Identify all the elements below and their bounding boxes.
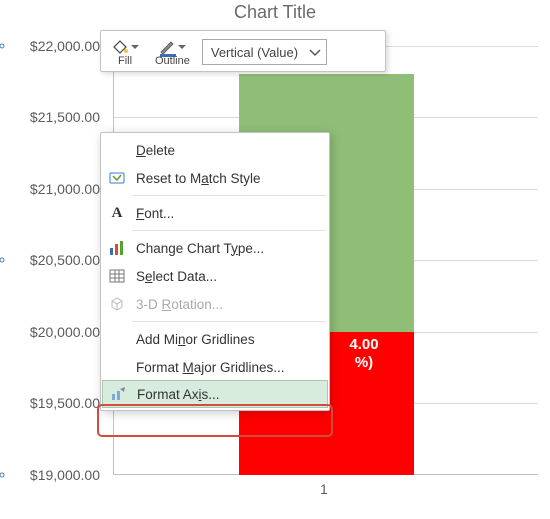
menu-item-change-chart-type[interactable]: Change Chart Type... xyxy=(102,234,328,262)
paint-bucket-icon xyxy=(111,37,129,55)
selector-value: Vertical (Value) xyxy=(211,45,298,60)
y-tick-label: $19,000.00 xyxy=(8,467,108,483)
menu-item-3d-rotation: 3-D Rotation... xyxy=(102,290,328,318)
chart-element-selector[interactable]: Vertical (Value) xyxy=(202,39,327,65)
y-tick-label: $20,000.00 xyxy=(8,324,108,340)
menu-item-format-axis[interactable]: Format Axis... xyxy=(102,380,328,408)
y-tick-label: $21,000.00 xyxy=(8,181,108,197)
pen-icon xyxy=(158,37,176,55)
chevron-down-icon xyxy=(131,45,139,49)
chevron-down-icon xyxy=(178,45,186,49)
menu-separator xyxy=(132,195,326,196)
chart-title: Chart Title xyxy=(0,2,550,23)
outline-label: Outline xyxy=(155,55,190,67)
menu-item-reset-style[interactable]: Reset to Match Style xyxy=(102,164,328,192)
blank-icon xyxy=(108,358,126,376)
mini-toolbar: Fill Outline Vertical (Value) xyxy=(100,30,386,72)
chevron-down-icon xyxy=(308,45,322,59)
y-tick-label: $19,500.00 xyxy=(8,395,108,411)
y-tick-label: $22,000.00 xyxy=(8,38,108,54)
axis-selection-handle xyxy=(0,258,5,263)
menu-item-font[interactable]: A Font... xyxy=(102,199,328,227)
font-icon: A xyxy=(108,204,126,222)
blank-icon xyxy=(108,141,126,159)
outline-button[interactable]: Outline xyxy=(151,35,194,69)
menu-item-delete[interactable]: Delete xyxy=(102,136,328,164)
fill-label: Fill xyxy=(118,55,132,67)
menu-separator xyxy=(132,321,326,322)
axis-selection-handle xyxy=(0,44,5,49)
context-menu: Delete Reset to Match Style A Font... Ch… xyxy=(100,132,330,411)
blank-icon xyxy=(108,330,126,348)
fill-button[interactable]: Fill xyxy=(107,35,143,69)
reset-icon xyxy=(108,169,126,187)
chart-type-icon xyxy=(108,239,126,257)
format-axis-icon xyxy=(109,385,127,403)
x-tick-label: 1 xyxy=(320,481,328,497)
menu-item-add-minor-gridlines[interactable]: Add Minor Gridlines xyxy=(102,325,328,353)
axis-selection-handle xyxy=(0,473,5,478)
select-data-icon xyxy=(108,267,126,285)
cube-icon xyxy=(108,295,126,313)
menu-item-select-data[interactable]: Select Data... xyxy=(102,262,328,290)
y-tick-label: $20,500.00 xyxy=(8,252,108,268)
y-tick-label: $21,500.00 xyxy=(8,109,108,125)
menu-item-format-major-gridlines[interactable]: Format Major Gridlines... xyxy=(102,353,328,381)
menu-separator xyxy=(132,230,326,231)
